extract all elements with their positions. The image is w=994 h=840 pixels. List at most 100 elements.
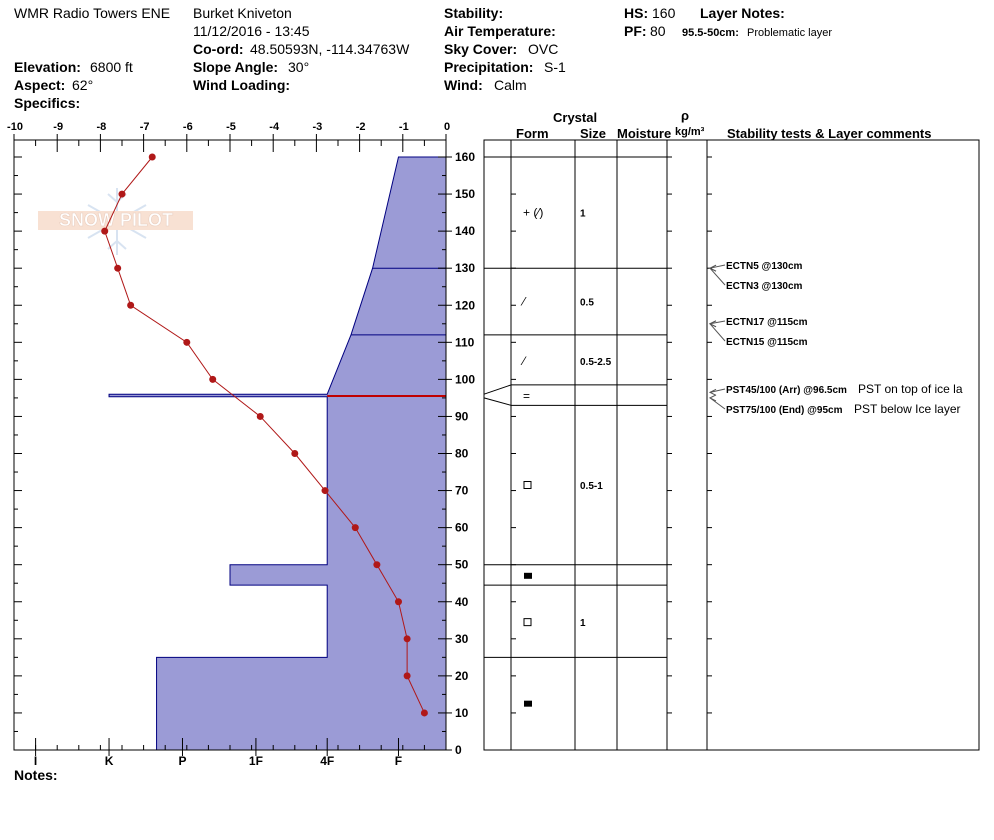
- temp-tick-label: -4: [269, 121, 280, 133]
- depth-tick-label: 100: [455, 372, 475, 386]
- temperature-point: [101, 227, 109, 235]
- depth-tick-label: 140: [455, 224, 475, 238]
- stability-test-pointer: [709, 267, 726, 286]
- temp-tick-label: -9: [53, 121, 63, 133]
- temperature-point: [291, 450, 299, 457]
- hardness-tick-label: 1F: [249, 754, 263, 768]
- temperature-point: [394, 598, 402, 606]
- precipitation-value: S-1: [544, 59, 566, 75]
- snowpilot-logo-text: SNOW PILOT: [59, 210, 173, 230]
- precipitation-label: Precipitation:: [444, 59, 534, 75]
- depth-tick-label: 80: [455, 447, 469, 461]
- depth-tick-label: 90: [455, 409, 469, 423]
- stability-test-pointer: [709, 320, 726, 325]
- depth-tick-label: 50: [455, 558, 469, 572]
- pf-value: 80: [650, 23, 666, 39]
- depth-tick-label: 60: [455, 521, 469, 535]
- wind-value: Calm: [494, 77, 527, 93]
- stability-test-arrowhead: [708, 264, 717, 272]
- form-header: Form: [516, 126, 549, 141]
- stability-test-pointer: [709, 264, 726, 269]
- slope-angle-value: 30°: [288, 59, 310, 75]
- grain-size-label: 0.5-1: [580, 481, 603, 492]
- grain-form-symbol: ⁄: [520, 354, 527, 368]
- grain-form-symbol: [523, 481, 532, 490]
- pf-label: PF:: [624, 23, 647, 39]
- temperature-point: [114, 264, 122, 272]
- temp-tick-label: -7: [140, 121, 150, 133]
- stability-test-arrowhead: [708, 388, 717, 396]
- temperature-point: [127, 301, 135, 309]
- aspect-value: 62°: [72, 77, 94, 93]
- depth-tick-label: 150: [455, 187, 475, 201]
- stability-test-pointer: [709, 397, 726, 410]
- hardness-tick-label: F: [395, 754, 402, 768]
- elevation-value: 6800 ft: [90, 59, 133, 75]
- temperature-point: [403, 672, 411, 680]
- observer-name: Burket Kniveton: [193, 5, 292, 21]
- temperature-hardness-plot: -10 -9 -8 -7 -6 -5 -4 -3 -2 -1 0010203040506070809…: [7, 121, 475, 768]
- temp-tick-label: -3: [313, 121, 323, 133]
- stability-label: Stability:: [444, 5, 504, 21]
- grain-form-symbol: =: [523, 389, 530, 403]
- temp-tick-label: -2: [356, 121, 366, 133]
- wind-loading-label: Wind Loading:: [193, 77, 291, 93]
- stability-test-pointer: [709, 388, 726, 393]
- depth-tick-label: 0: [455, 743, 462, 757]
- grain-form-symbol: ⁄: [520, 295, 527, 309]
- depth-tick-label: 40: [455, 595, 469, 609]
- grain-form-symbol: [524, 700, 532, 707]
- stability-test-arrowhead: [708, 394, 717, 402]
- stability-test-label: ECTN5 @130cm: [726, 261, 803, 272]
- grain-size-label: 1: [580, 209, 586, 220]
- depth-tick-label: 160: [455, 150, 475, 164]
- elevation-label: Elevation:: [14, 59, 81, 75]
- sky-cover-label: Sky Cover:: [444, 41, 518, 57]
- density-rho-header: ρ: [681, 108, 690, 123]
- layer-table: + (⁄) 1 ⁄ 0.5 ⁄ 0.5-2.5 = 0.5-1 1 ECTN5 @130cm ECT…: [483, 139, 980, 751]
- stability-test-label: PST45/100 (Arr) @96.5cm: [726, 385, 847, 396]
- stability-test-label: ECTN15 @115cm: [726, 337, 808, 348]
- stability-test-pointer: [709, 323, 726, 342]
- temperature-point: [420, 709, 428, 717]
- specifics-label: Specifics:: [14, 95, 81, 111]
- snowpilot-logo: SNOW PILOT: [38, 188, 193, 255]
- temperature-point: [403, 635, 411, 643]
- aspect-label: Aspect:: [14, 77, 66, 93]
- depth-tick-label: 20: [455, 669, 469, 683]
- stability-test-label: PST75/100 (End) @95cm: [726, 405, 843, 416]
- location-name: WMR Radio Towers ENE: [14, 5, 171, 21]
- depth-tick-label: 130: [455, 261, 475, 275]
- stability-test-comment: PST below Ice layer: [854, 402, 961, 416]
- moisture-header: Moisture: [617, 126, 672, 141]
- grain-form-symbol: [524, 572, 532, 579]
- temp-tick-label: -6: [183, 121, 193, 133]
- layer-note-depth: 95.5-50cm:: [682, 27, 739, 39]
- sky-cover-value: OVC: [528, 41, 559, 57]
- hardness-tick-label: 4F: [320, 754, 334, 768]
- stability-test-label: ECTN17 @115cm: [726, 317, 808, 328]
- coord-value: 48.50593N, -114.34763W: [250, 41, 410, 57]
- temperature-point: [321, 487, 329, 495]
- temperature-point: [209, 375, 217, 383]
- layer-note-text: Problematic layer: [747, 27, 832, 39]
- temperature-point: [148, 153, 156, 161]
- slope-angle-label: Slope Angle:: [193, 59, 279, 75]
- depth-tick-label: 120: [455, 298, 475, 312]
- temperature-point: [373, 561, 381, 569]
- size-header: Size: [580, 126, 607, 141]
- air-temperature-label: Air Temperature:: [444, 23, 556, 39]
- depth-tick-label: 110: [455, 335, 475, 349]
- stability-test-label: ECTN3 @130cm: [726, 281, 803, 292]
- temp-tick-label: 0: [444, 121, 450, 133]
- depth-tick-label: 10: [455, 706, 469, 720]
- grain-size-label: 0.5-2.5: [580, 357, 612, 368]
- grain-form-symbol: [523, 618, 532, 627]
- temperature-point: [183, 338, 191, 346]
- temp-tick-label: -10: [7, 121, 23, 133]
- hardness-tick-label: I: [34, 754, 37, 768]
- hardness-tick-label: K: [105, 754, 114, 768]
- layer-connector: [483, 384, 512, 395]
- hs-value: 160: [652, 5, 676, 21]
- grain-size-label: 0.5: [580, 298, 594, 309]
